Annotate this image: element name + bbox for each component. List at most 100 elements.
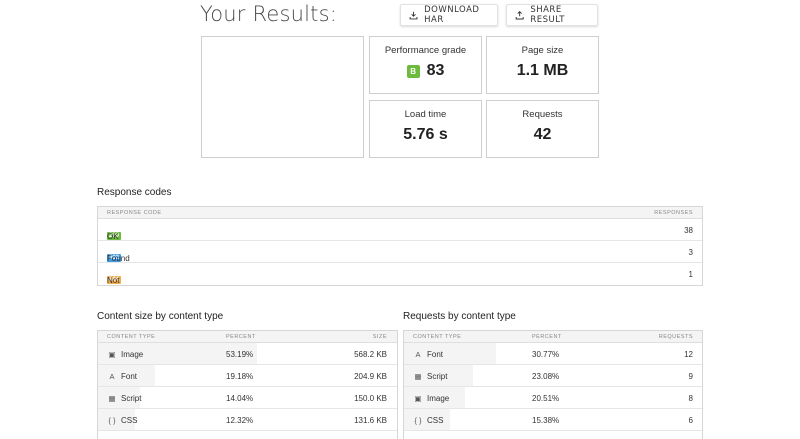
percent-bar [98,409,135,430]
load-time-value: 5.76 s [403,126,448,143]
content-type-label: Font [121,372,138,381]
size-value: 568.2 KB [354,350,387,359]
requests-value: 42 [533,126,552,143]
size-value: 150.0 KB [354,394,387,403]
image-icon: ▣ [414,394,422,403]
size-value: 204.9 KB [354,372,387,381]
results-title: Your Results: [200,2,338,26]
requests-label: Requests [522,109,563,120]
share-icon [515,10,524,19]
grade-letter-badge: B [406,64,420,78]
percent-bar [404,343,496,364]
content-type-label: Image [427,394,450,403]
script-icon: ▦ [108,394,116,403]
table-row: ▣ Image 53.19% 568.2 KB [98,343,397,365]
response-count: 38 [684,226,693,235]
table-row: □ [404,431,702,439]
content-type-label: CSS [121,416,138,425]
page-size-card: Page size 1.1 MB [486,36,599,94]
percent-bar [98,343,258,364]
load-time-card: Load time 5.76 s [369,100,482,158]
content-type-label: Font [427,350,444,359]
requests-value: 8 [688,394,693,403]
percent-value: 23.08% [532,372,560,381]
requests-by-type-title: Requests by content type [403,311,516,322]
percent-bar [404,365,473,386]
percent-bar [404,409,450,430]
status-label: OK [107,232,119,241]
table-row: 302 Found 3 [98,241,702,263]
status-label: Not Found [107,276,120,285]
table-header: CONTENT TYPE PERCENT REQUESTS [404,331,702,343]
column-header-size: SIZE [372,334,387,340]
css-icon: { } [414,416,422,425]
column-header-content-type: CONTENT TYPE [107,334,156,340]
column-header-responses: RESPONSES [654,210,693,216]
script-icon: ▦ [414,372,422,381]
table-header: CONTENT TYPE PERCENT SIZE [98,331,397,343]
percent-value: 19.18% [226,372,254,381]
column-header-percent: PERCENT [226,334,256,340]
download-icon [409,11,418,19]
column-header-requests: REQUESTS [658,334,693,340]
response-count: 1 [688,270,693,279]
performance-grade-card: Performance grade B 83 [369,36,482,94]
font-icon: A [109,372,115,381]
download-har-button[interactable]: DOWNLOAD HAR [400,4,498,26]
share-result-button[interactable]: SHARE RESULT [506,4,598,26]
content-type-label: CSS [427,416,444,425]
table-row: □ [98,431,397,439]
content-size-table: CONTENT TYPE PERCENT SIZE ▣ Image 53.19%… [97,330,398,439]
requests-value: 12 [684,350,693,359]
table-row: ▦ Script 14.04% 150.0 KB [98,387,397,409]
table-row: A Font 30.77% 12 [404,343,702,365]
requests-value: 9 [688,372,693,381]
table-row: { } CSS 12.32% 131.6 KB [98,409,397,431]
table-row: ▣ Image 20.51% 8 [404,387,702,409]
requests-value: 6 [688,416,693,425]
percent-value: 53.19% [226,350,254,359]
table-row: { } CSS 15.38% 6 [404,409,702,431]
table-row: A Font 19.18% 204.9 KB [98,365,397,387]
image-icon: ▣ [108,350,116,359]
response-codes-title: Response codes [97,187,172,198]
percent-value: 30.77% [532,350,560,359]
status-label: Found [107,254,130,263]
content-size-title: Content size by content type [97,311,224,322]
requests-by-type-table: CONTENT TYPE PERCENT REQUESTS A Font 30.… [403,330,703,439]
download-har-label: DOWNLOAD HAR [424,5,480,25]
response-codes-table: RESPONSE CODE RESPONSES 200 OK 38 302 Foun… [97,206,703,286]
requests-card: Requests 42 [486,100,599,158]
page-size-label: Page size [521,45,564,56]
load-time-label: Load time [404,109,447,120]
performance-grade-value: 83 [426,62,445,79]
page-size-value: 1.1 MB [516,62,569,79]
column-header-response-code: RESPONSE CODE [107,210,162,216]
status-badge: 200 [107,232,122,240]
share-result-label: SHARE RESULT [530,5,565,25]
column-header-percent: PERCENT [532,334,562,340]
table-row: 200 OK 38 [98,219,702,241]
response-count: 3 [688,248,693,257]
page-screenshot-thumbnail [201,36,364,158]
size-value: 131.6 KB [354,416,387,425]
percent-bar [404,387,466,408]
font-icon: A [415,350,421,359]
content-type-label: Image [121,350,144,359]
table-row: ▦ Script 23.08% 9 [404,365,702,387]
status-badge: 302 [107,254,122,262]
percent-bar [98,365,156,386]
percent-value: 14.04% [226,394,254,403]
status-badge: 404 [107,276,122,284]
performance-grade-label: Performance grade [384,45,467,56]
content-type-label: Script [427,372,448,381]
css-icon: { } [108,416,116,425]
table-header: RESPONSE CODE RESPONSES [98,207,702,219]
percent-value: 20.51% [532,394,560,403]
column-header-content-type: CONTENT TYPE [413,334,462,340]
percent-value: 15.38% [532,416,560,425]
percent-bar [98,387,140,408]
percent-value: 12.32% [226,416,254,425]
content-type-label: Script [121,394,142,403]
